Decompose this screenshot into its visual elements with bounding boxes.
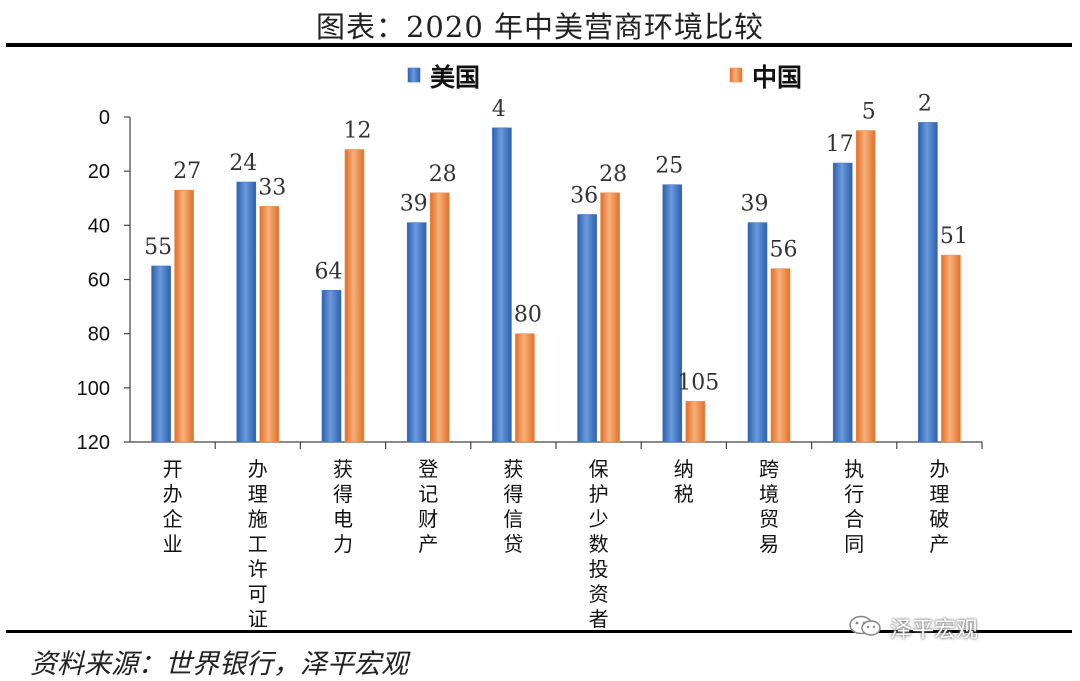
bar-usa xyxy=(662,184,683,443)
bar-china xyxy=(515,333,535,443)
data-label: 51 xyxy=(940,224,968,249)
data-label: 28 xyxy=(429,162,457,187)
y-tick-label: 0 xyxy=(99,107,110,129)
bar-china xyxy=(344,149,365,443)
data-label: 25 xyxy=(655,154,683,179)
data-label: 24 xyxy=(229,151,257,176)
category-label: 获得电力 xyxy=(333,457,353,556)
chart-title: 图表：2020 年中美营商环境比较 xyxy=(315,10,765,44)
data-label: 105 xyxy=(677,370,719,395)
bars xyxy=(151,122,961,443)
bar-usa xyxy=(832,162,853,443)
category-label: 执行合同 xyxy=(844,457,864,556)
bar-usa xyxy=(236,181,257,443)
y-tick-label: 120 xyxy=(77,432,110,454)
data-label: 55 xyxy=(144,235,172,260)
data-label: 39 xyxy=(741,192,769,217)
data-label: 33 xyxy=(258,175,286,200)
category-label: 跨境贸易 xyxy=(759,457,779,556)
data-label: 39 xyxy=(400,192,428,217)
legend-label: 中国 xyxy=(752,63,802,92)
category-label: 开办企业 xyxy=(163,457,183,556)
data-labels: 55 24 64 39 4 36 25 39 17 2 27 33 12 28 80 28 105 56 5 51 xyxy=(144,91,968,395)
bar-china xyxy=(429,192,450,443)
y-tick-label: 100 xyxy=(77,378,110,400)
category-label: 纳税 xyxy=(674,457,694,506)
data-label: 36 xyxy=(570,184,598,209)
top-rule xyxy=(6,43,1072,47)
bar-usa xyxy=(151,265,171,443)
bar-usa xyxy=(406,222,427,443)
bar-usa xyxy=(492,127,512,443)
data-label: 12 xyxy=(344,119,372,144)
data-label: 5 xyxy=(862,100,876,125)
legend-swatch-usa xyxy=(407,67,421,83)
bar-usa xyxy=(747,222,768,443)
legend-label: 美国 xyxy=(430,63,480,92)
category-label: 保护少数投资者 xyxy=(589,457,609,630)
data-label: 28 xyxy=(599,162,627,187)
bar-usa xyxy=(321,290,342,443)
legend: 美国 中国 xyxy=(407,63,802,92)
watermark-text: 泽平宏观 xyxy=(890,618,979,643)
category-label: 办理破产 xyxy=(929,457,949,556)
bar-china xyxy=(770,268,791,443)
bar-usa xyxy=(577,214,597,443)
category-label: 办理施工许可证 xyxy=(248,457,268,630)
data-label: 64 xyxy=(315,259,343,284)
data-label: 17 xyxy=(826,132,854,157)
data-label: 4 xyxy=(492,97,506,122)
data-label: 2 xyxy=(918,91,932,116)
category-label: 登记财产 xyxy=(418,457,438,556)
bar-china xyxy=(855,130,876,443)
y-tick-label: 40 xyxy=(88,215,110,237)
category-labels: 开办企业 办理施工许可证 获得电力 登记财产 获得信贷 保护少数投资者 纳税 跨境贸易 执行合同… xyxy=(163,457,950,630)
wechat-icon xyxy=(849,615,881,636)
y-tick-label: 60 xyxy=(88,270,110,292)
y-tick-label: 80 xyxy=(88,324,110,346)
category-label: 获得信贷 xyxy=(503,457,523,556)
bar-china xyxy=(600,192,620,443)
bottom-rule xyxy=(6,630,1072,633)
bar-usa xyxy=(918,122,938,443)
data-label: 27 xyxy=(173,159,201,184)
source-note: 资料来源：世界银行，泽平宏观 xyxy=(30,649,408,680)
bar-china xyxy=(941,254,961,443)
data-label: 56 xyxy=(770,238,798,263)
legend-swatch-china xyxy=(729,67,743,83)
bar-chart: 美国 中国 0 20 40 60 80 100 120 55 24 64 39 4 36 25 39 17 2 2… xyxy=(77,63,983,630)
bar-china xyxy=(174,189,194,443)
bar-china xyxy=(685,401,706,443)
bar-china xyxy=(259,206,280,443)
y-tick-label: 20 xyxy=(88,161,110,183)
data-label: 80 xyxy=(514,303,542,328)
